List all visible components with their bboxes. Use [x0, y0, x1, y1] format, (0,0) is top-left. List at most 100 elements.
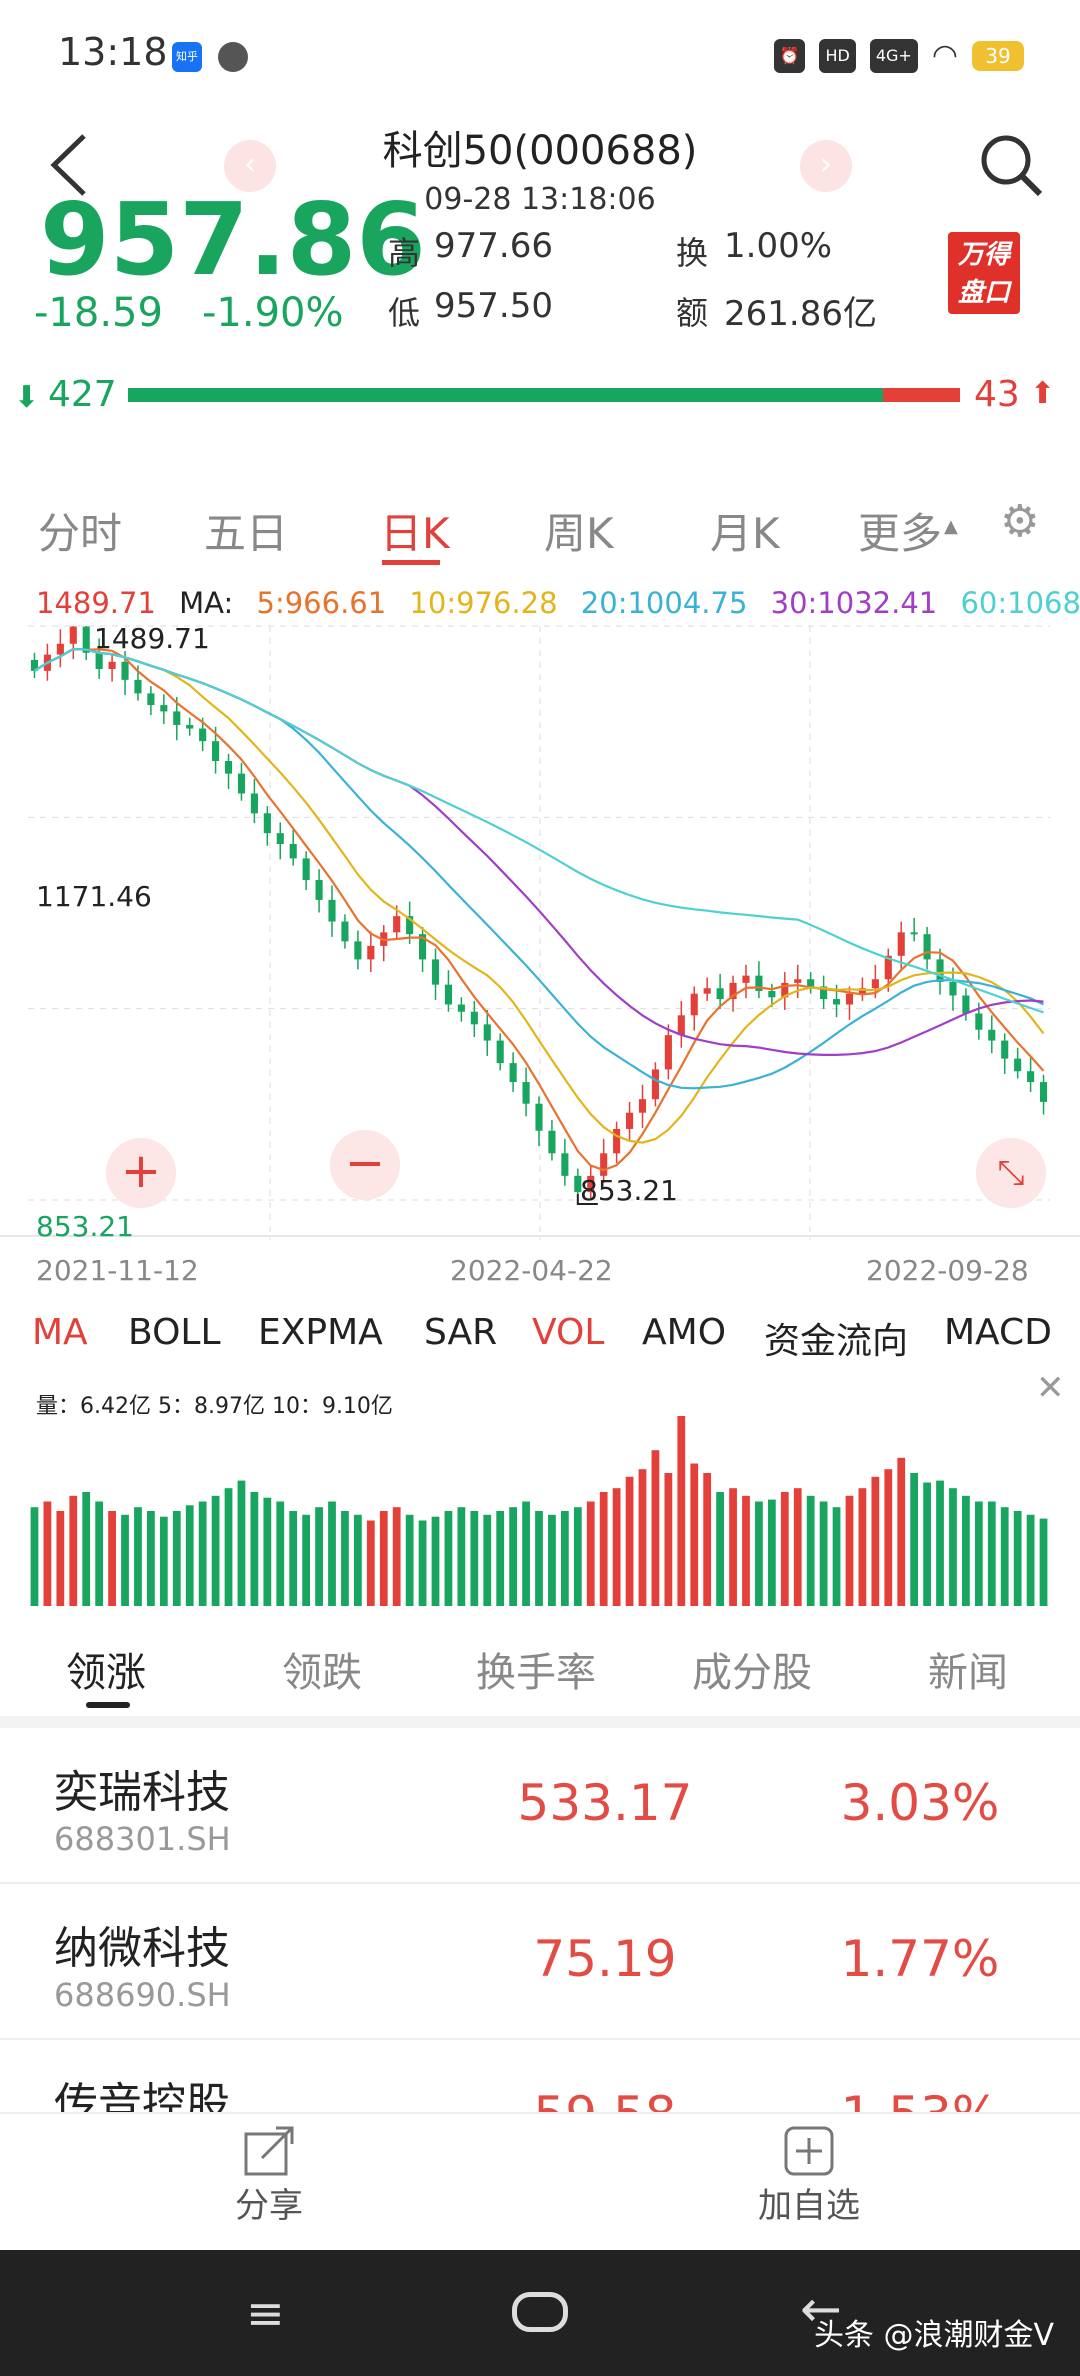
- price-change-pct: -1.90%: [202, 290, 344, 336]
- volume-bar: [599, 1492, 608, 1606]
- settings-gear-icon[interactable]: ⚙: [1000, 496, 1040, 547]
- volume-bar: [366, 1520, 375, 1606]
- candle-body: [742, 975, 750, 983]
- add-watchlist-button[interactable]: 加自选: [744, 2124, 874, 2227]
- tab-more[interactable]: 更多: [858, 509, 943, 558]
- candle-body: [82, 626, 90, 653]
- volume-bar: [780, 1492, 789, 1606]
- status-icons: ⏰ HD 4G+ ◠ 39: [773, 38, 1024, 73]
- candle-body: [212, 741, 220, 762]
- menu-icon[interactable]: ≡: [246, 2286, 285, 2340]
- back-arrow-icon[interactable]: [44, 130, 94, 200]
- volume-bar: [134, 1507, 142, 1606]
- candle-body: [561, 1153, 569, 1176]
- ma20-value: 20:1004.75: [580, 586, 748, 620]
- tab-monthly-k[interactable]: 月K: [710, 509, 780, 558]
- wande-pankou-button[interactable]: 万得 盘口: [948, 232, 1020, 314]
- status-time: 13:18: [58, 30, 168, 74]
- signal-icon: 4G+: [869, 38, 918, 73]
- battery-icon: 39: [972, 40, 1024, 71]
- candle-body: [522, 1082, 530, 1104]
- volume-bar: [328, 1501, 336, 1606]
- candle-body: [315, 880, 323, 900]
- volume-bar: [147, 1511, 155, 1606]
- next-index-button[interactable]: ›: [800, 140, 852, 192]
- candle-body: [95, 652, 103, 670]
- ma-header-label: MA:: [179, 586, 234, 620]
- indicator-boll[interactable]: BOLL: [128, 1312, 221, 1353]
- indicator-expma[interactable]: EXPMA: [258, 1312, 383, 1353]
- indicator-amo[interactable]: AMO: [642, 1312, 727, 1353]
- turnover-label: 换: [676, 234, 709, 272]
- indicator-sar[interactable]: SAR: [424, 1312, 498, 1353]
- tab-news[interactable]: 新闻: [928, 1650, 1008, 1696]
- volume-bar: [237, 1480, 246, 1606]
- search-icon[interactable]: [976, 130, 1046, 200]
- candle-body: [535, 1103, 543, 1131]
- ma5-value: 5:966.61: [256, 586, 387, 620]
- tab-intraday[interactable]: 分时: [38, 509, 123, 558]
- candle-body: [328, 899, 336, 922]
- back-nav-icon[interactable]: ←: [800, 2280, 842, 2338]
- speedometer-icon: [218, 42, 248, 72]
- volume-bar: [341, 1511, 349, 1606]
- volume-bar: [560, 1511, 569, 1606]
- volume-bar: [95, 1501, 104, 1606]
- indicator-macd[interactable]: MACD: [944, 1312, 1052, 1353]
- volume-bar: [509, 1507, 518, 1606]
- tab-five-day[interactable]: 五日: [204, 509, 289, 558]
- home-icon[interactable]: [512, 2292, 568, 2332]
- volume-bar: [936, 1480, 944, 1606]
- volume-bar: [949, 1488, 957, 1606]
- hd-icon: HD: [819, 38, 856, 73]
- volume-bar: [121, 1514, 129, 1606]
- volume-bar: [185, 1505, 194, 1606]
- stock-change-pct: 3.03%: [840, 1774, 1000, 1832]
- advancers-count: 43: [974, 374, 1020, 415]
- chart-high-marker: 1489.71: [94, 622, 210, 655]
- volume-bar: [806, 1495, 815, 1606]
- zoom-out-button[interactable]: −: [330, 1130, 400, 1200]
- ma10-value: 10:976.28: [409, 586, 558, 620]
- candle-body: [923, 934, 931, 960]
- share-button[interactable]: 分享: [214, 2124, 324, 2227]
- add-icon: [784, 2126, 834, 2176]
- volume-bar: [30, 1507, 39, 1606]
- wifi-icon: ◠: [931, 38, 958, 73]
- ma10-line: [33, 647, 1045, 1144]
- candle-body: [173, 711, 181, 725]
- fullscreen-icon[interactable]: ⤡: [976, 1138, 1046, 1208]
- volume-bar: [987, 1501, 996, 1606]
- candle-body: [703, 988, 711, 994]
- candle-body: [729, 982, 737, 1000]
- prev-index-button[interactable]: ‹: [224, 140, 276, 192]
- volume-bar: [392, 1507, 401, 1606]
- candle-body: [832, 999, 841, 1005]
- indicator-vol[interactable]: VOL: [532, 1312, 605, 1353]
- amount-label: 额: [676, 294, 709, 332]
- section-divider: [0, 1716, 1080, 1728]
- volume-bar: [858, 1488, 867, 1606]
- stock-name: 奕瑞科技: [54, 1767, 230, 1818]
- candle-body: [237, 773, 246, 794]
- close-indicator-icon[interactable]: ✕: [1036, 1368, 1065, 1408]
- candle-body: [664, 1035, 672, 1070]
- tab-constituents[interactable]: 成分股: [692, 1650, 812, 1696]
- indicator-ma[interactable]: MA: [32, 1312, 88, 1353]
- tab-top-losers[interactable]: 领跌: [282, 1650, 362, 1696]
- volume-bar: [923, 1482, 931, 1606]
- tab-weekly-k[interactable]: 周K: [544, 509, 614, 558]
- candle-body: [587, 1175, 595, 1193]
- indicator-fund-flow[interactable]: 资金流向: [764, 1321, 909, 1362]
- candlestick-chart[interactable]: [0, 610, 1080, 1240]
- tab-top-gainers[interactable]: 领涨: [66, 1650, 146, 1696]
- low-value: 957.50: [434, 286, 553, 326]
- volume-bar: [315, 1507, 323, 1606]
- stock-row[interactable]: 纳微科技 688690.SH 75.19 1.77%: [0, 1884, 1080, 2040]
- zoom-in-button[interactable]: +: [106, 1138, 176, 1208]
- tab-turnover-rate[interactable]: 换手率: [476, 1650, 596, 1696]
- volume-bar: [172, 1511, 181, 1606]
- tab-daily-k[interactable]: 日K: [380, 509, 450, 558]
- stock-row[interactable]: 奕瑞科技 688301.SH 533.17 3.03%: [0, 1728, 1080, 1884]
- candle-body: [548, 1130, 556, 1154]
